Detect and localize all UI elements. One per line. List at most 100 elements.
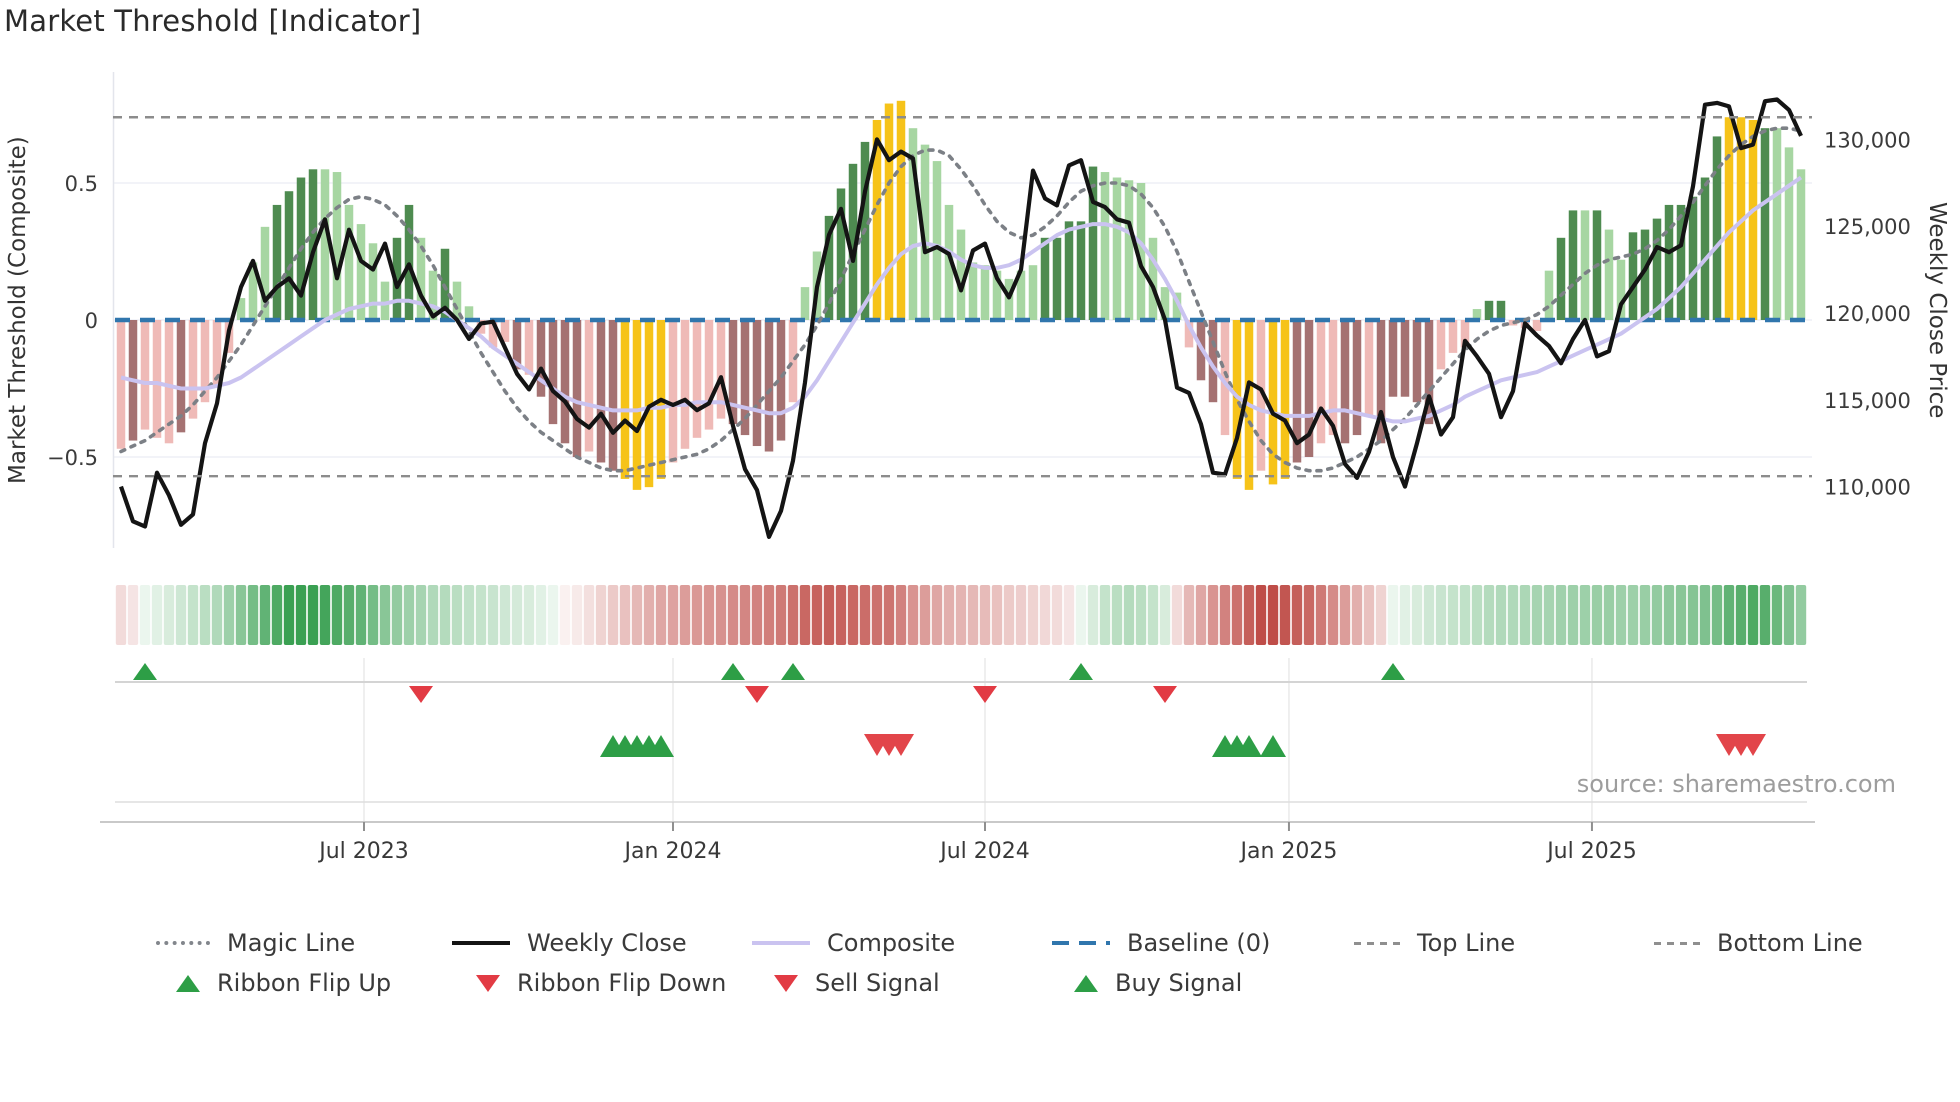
svg-text:125,000: 125,000 [1824,215,1911,239]
ribbon-cell [1087,585,1099,645]
ribbon-cell [1771,585,1783,645]
baseline-swatch-icon [1052,941,1110,945]
ribbon-cell [655,585,667,645]
threshold-bar [572,320,582,457]
threshold-bar [248,262,258,320]
ribbon-cell [547,585,559,645]
magic-line-series [119,126,1803,473]
threshold-bar [668,320,678,463]
ribbon-cell [847,585,859,645]
source-note: source: sharemaestro.com [1576,770,1896,798]
ribbon-cell [1651,585,1663,645]
threshold-bar [632,320,642,490]
ribbon-cell [115,585,127,645]
ribbon-cell [1267,585,1279,645]
sell-signal-icon [774,974,798,992]
ribbon-cell [1303,585,1315,645]
threshold-bar [320,169,330,320]
ribbon-cell [1495,585,1507,645]
ribbon-cell [835,585,847,645]
ribbon-cell [1459,585,1471,645]
threshold-bar [704,320,714,430]
ribbon-cell [631,585,643,645]
threshold-bar [500,320,510,342]
ribbon-cell [1711,585,1723,645]
ribbon-cell [1039,585,1051,645]
threshold-bar [1400,320,1410,397]
ribbon-cell [271,585,283,645]
threshold-bar [1076,221,1086,320]
ribbon-cell [1783,585,1795,645]
threshold-bar [1304,320,1314,457]
legend-item-top-line: Top Line [1354,926,1515,960]
ribbon-cell [1339,585,1351,645]
threshold-bar [1628,232,1638,320]
composite-swatch-icon [752,941,810,945]
threshold-bar [188,320,198,419]
composite-series [120,175,1803,424]
ribbon-cell [1627,585,1639,645]
threshold-bar [1292,320,1302,463]
threshold-bar [956,229,966,320]
threshold-bar [908,128,918,320]
threshold-bar [1112,177,1122,320]
ribbon-cell [1423,585,1435,645]
threshold-bar [1340,320,1350,444]
ribbon-cell [1531,585,1543,645]
svg-text:110,000: 110,000 [1824,476,1911,500]
threshold-bar [1652,218,1662,320]
threshold-bar [932,161,942,320]
svg-text:−0.5: −0.5 [47,446,98,470]
ribbon-cell [943,585,955,645]
ribbon-cell [1699,585,1711,645]
threshold-bar [488,320,498,348]
ribbon-cell [511,585,523,645]
ribbon-cell [187,585,199,645]
threshold-bar [896,100,906,320]
ribbon-cell [871,585,883,645]
threshold-bar [1544,270,1554,320]
threshold-bar [1172,292,1182,320]
ribbon-cell [1603,585,1615,645]
ribbon-cell [679,585,691,645]
ribbon-cell [1207,585,1219,645]
ribbon-cell [1363,585,1375,645]
buy-signal-marker [1260,735,1286,757]
threshold-bar [428,270,438,320]
magic-line-swatch-icon [156,941,210,945]
ribbon-cell [619,585,631,645]
ribbon-cell [1243,585,1255,645]
ribbon-flip-up-marker [133,663,157,680]
ribbon-cell [643,585,655,645]
ribbon-cell [1435,585,1447,645]
threshold-bar [800,287,810,320]
threshold-bar [140,320,150,430]
plot-series [115,97,1810,540]
threshold-bar [836,188,846,320]
ribbon-flip-up-marker [1381,663,1405,680]
threshold-bar [692,320,702,438]
ribbon-cell [1255,585,1267,645]
threshold-bar [1568,210,1578,320]
threshold-bar [1280,320,1290,479]
ribbon-cell [1123,585,1135,645]
legend-item-weekly-close: Weekly Close [452,926,687,960]
ribbon-cell [1063,585,1075,645]
threshold-bar [452,281,462,320]
svg-text:115,000: 115,000 [1824,389,1911,413]
ribbon-cell [367,585,379,645]
threshold-bar [332,172,342,320]
ribbon-cell [787,585,799,645]
threshold-bar [1460,320,1470,348]
svg-text:Jul 2023: Jul 2023 [317,839,409,864]
legend-label-magic-line: Magic Line [227,929,356,957]
svg-text:120,000: 120,000 [1824,302,1911,326]
buy-signal-marker [648,735,674,757]
legend-label-sell-signal: Sell Signal [815,969,940,997]
threshold-bar [380,281,390,320]
ribbon-cell [1483,585,1495,645]
threshold-bar [1760,128,1770,320]
chart-canvas: 0.5 0 −0.5 130,000 125,000 120,000 115,000 110,… [47,72,1911,864]
triangle-up-icon [176,974,200,992]
legend-label-ribbon-flip-down: Ribbon Flip Down [517,969,727,997]
